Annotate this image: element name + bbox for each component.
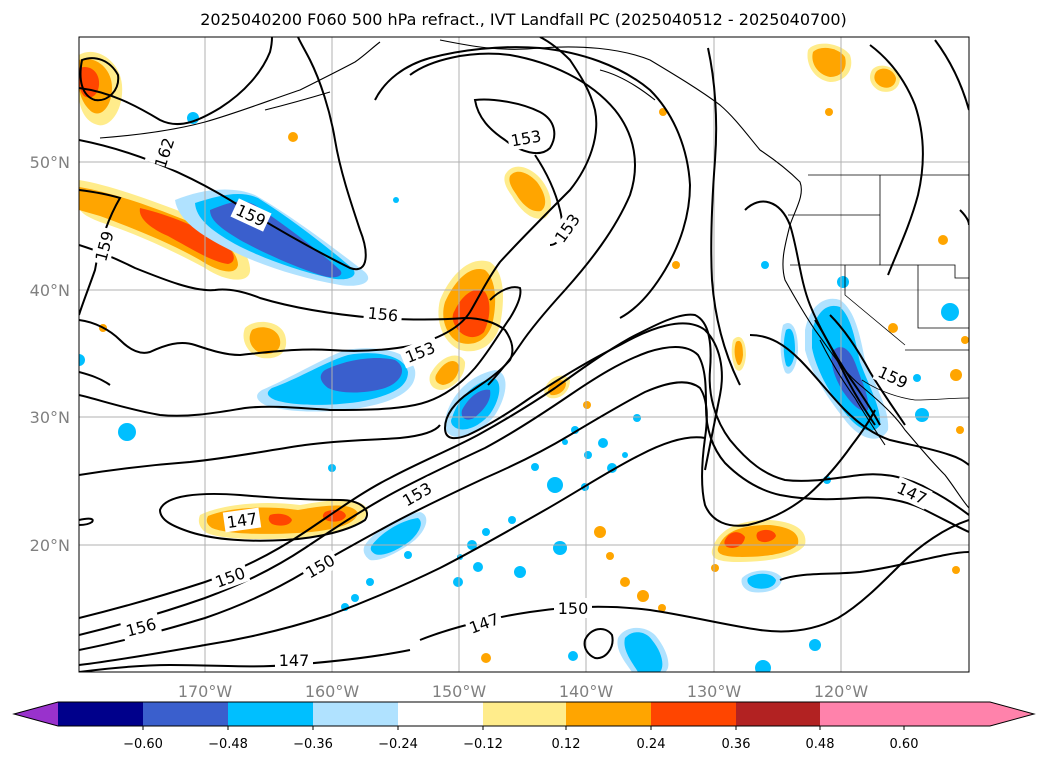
positive-anomaly-area [812,47,846,77]
negative-anomaly-area [461,389,491,420]
colorbar-segment [58,702,143,726]
lat-label: 30°N [30,408,70,427]
contour-line [79,371,111,386]
contour-line [79,57,120,102]
positive-anomaly-area [322,509,346,522]
longitude-labels: 170°W 160°W 150°W 140°W 130°W 120°W [178,682,869,701]
state-borders [788,174,969,401]
lon-label: 160°W [305,682,360,701]
contour-line [814,319,876,426]
positive-anomaly-area [452,289,490,338]
positive-anomaly-area [435,360,459,385]
graticule [79,37,969,672]
negative-anomaly-area [320,358,403,393]
negative-anomaly-area [747,573,776,589]
positive-anomaly-area [139,208,234,264]
contour-line [158,492,368,542]
lon-label: 170°W [178,682,233,701]
positive-anomaly-area [509,171,546,212]
contour-line [79,346,969,636]
contour-line [79,424,441,476]
colorbar-tick-label: −0.60 [123,737,163,752]
contour-line [79,517,94,526]
positive-anomaly-area [874,68,896,88]
contour-line [79,436,706,666]
contour-label: 147 [226,509,259,532]
positive-anomaly-area [724,532,745,548]
contour-line [869,44,924,276]
contour-line [707,47,741,386]
colorbar-tick-label: −0.36 [293,737,333,752]
colorbar-segment [820,702,904,726]
contour-line [79,313,969,619]
negative-anomaly-area [783,328,795,367]
contour-line [934,39,969,111]
contour-line [79,286,522,417]
colorbar-tick-label: −0.24 [378,737,418,752]
contour-line [79,37,273,125]
contour-line [744,200,881,426]
negative-anomaly-area [370,518,421,555]
lon-label: 120°W [814,682,869,701]
colorbar-tick-label: 0.48 [806,737,835,752]
colorbar-segment [228,702,313,726]
small-positive-patches [99,108,969,663]
colorbar-segment [313,702,398,726]
contour-line [409,52,636,386]
contour-line [374,46,692,319]
colorbar-tick-label: 0.24 [637,737,666,752]
colorbar-segment [651,702,736,726]
contour-label: 147 [279,651,310,670]
lat-label: 50°N [30,153,70,172]
positive-anomaly-area [756,529,776,543]
positive-anomaly-area [734,340,743,366]
colorbar-tick-label: 0.36 [722,737,751,752]
map-title: 2025040200 F060 500 hPa refract., IVT La… [200,10,847,29]
contour-label: 150 [558,599,589,618]
contour-line [79,649,411,672]
lon-label: 130°W [687,682,742,701]
colorbar: −0.60 −0.48 −0.36 −0.24 −0.12 0.12 0.24 … [12,701,1036,752]
contour-line [79,381,876,651]
lat-label: 40°N [30,281,70,300]
colorbar-tick-label: −0.48 [208,737,248,752]
contour-line [79,244,723,471]
colorbar-segment [483,702,566,726]
map-frame [78,36,970,673]
positive-anomaly-area [268,513,292,526]
colorbar-segment [736,702,820,726]
contour-label: 156 [367,303,399,325]
colorbar-tick-label: 0.12 [552,737,581,752]
contour-line [79,37,367,271]
colorbar-tick-label: −0.12 [463,737,503,752]
colorbar-extend-high [904,702,1034,726]
lat-label: 20°N [30,536,70,555]
contour-line [829,314,906,426]
contour-line [473,98,556,155]
contour-line [779,551,969,581]
positive-anomaly-area [249,327,281,354]
latitude-labels: 50°N 40°N 30°N 20°N [30,153,70,555]
colorbar-segment [398,702,483,726]
lon-label: 140°W [559,682,614,701]
lon-label: 150°W [432,682,487,701]
coastlines [99,39,969,509]
contour-line [749,334,969,466]
colorbar-segment [143,702,228,726]
colorbar-segment [566,702,651,726]
contour-label-layer: 162 159 159 153 153 156 153 159 147 153 … [89,125,933,670]
colorbar-extend-low [14,702,58,726]
colorbar-tick-label: 0.60 [890,737,919,752]
contour-line [583,628,614,660]
negative-anomaly-area [624,632,663,672]
